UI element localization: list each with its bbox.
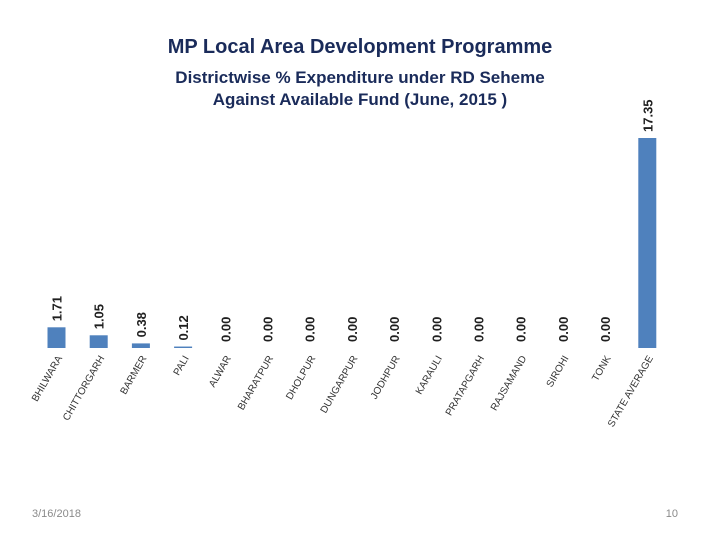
category-label: CHITTORGARH (61, 354, 107, 423)
data-label: 0.00 (556, 317, 571, 342)
category-label: PRATAPGARH (444, 354, 487, 418)
category-label: RAJSAMAND (489, 354, 529, 413)
data-label: 0.00 (345, 317, 360, 342)
data-label: 0.00 (218, 317, 233, 342)
category-label: JODHPUR (369, 354, 403, 401)
chart-subtitle-line1: Districtwise % Expenditure under RD Sehe… (175, 68, 545, 87)
chart-title: MP Local Area Development Programme (167, 36, 553, 58)
category-label: DUNGARPUR (319, 354, 361, 415)
data-label: 0.00 (429, 317, 444, 342)
category-label: BHARATPUR (236, 354, 276, 412)
data-label: 0.00 (598, 317, 613, 342)
data-label: 0.00 (261, 317, 276, 342)
slide-date: 3/16/2018 (32, 508, 81, 520)
chart-subtitle: Districtwise % Expenditure under RD Sehe… (100, 67, 620, 111)
category-label: DHOLPUR (284, 354, 318, 402)
category-label: STATE AVERAGE (606, 354, 656, 430)
bar-state-average (638, 138, 657, 348)
slide-page-number: 10 (665, 508, 678, 520)
bar-chittorgarh (89, 335, 108, 348)
data-label: 17.35 (640, 99, 655, 132)
category-label: SIROHI (545, 354, 572, 389)
category-label: ALWAR (207, 354, 234, 389)
bar-bhilwara (47, 327, 66, 348)
chart-subtitle-line2: Against Available Fund (June, 2015 ) (212, 90, 508, 109)
data-label: 1.05 (92, 304, 107, 329)
category-label: TONK (590, 354, 613, 384)
data-label: 0.00 (387, 317, 402, 342)
category-label: KARAULI (414, 354, 445, 397)
data-label: 1.71 (50, 296, 65, 321)
category-label: PALI (172, 354, 192, 378)
bar-pali (174, 346, 193, 348)
category-label: BHILWARA (30, 354, 65, 404)
category-label: BARMER (119, 354, 150, 397)
data-label: 0.38 (134, 312, 149, 337)
data-label: 0.00 (303, 317, 318, 342)
data-label: 0.00 (514, 317, 529, 342)
data-label: 0.12 (176, 315, 191, 340)
data-label: 0.00 (472, 317, 487, 342)
bar-barmer (131, 343, 150, 348)
